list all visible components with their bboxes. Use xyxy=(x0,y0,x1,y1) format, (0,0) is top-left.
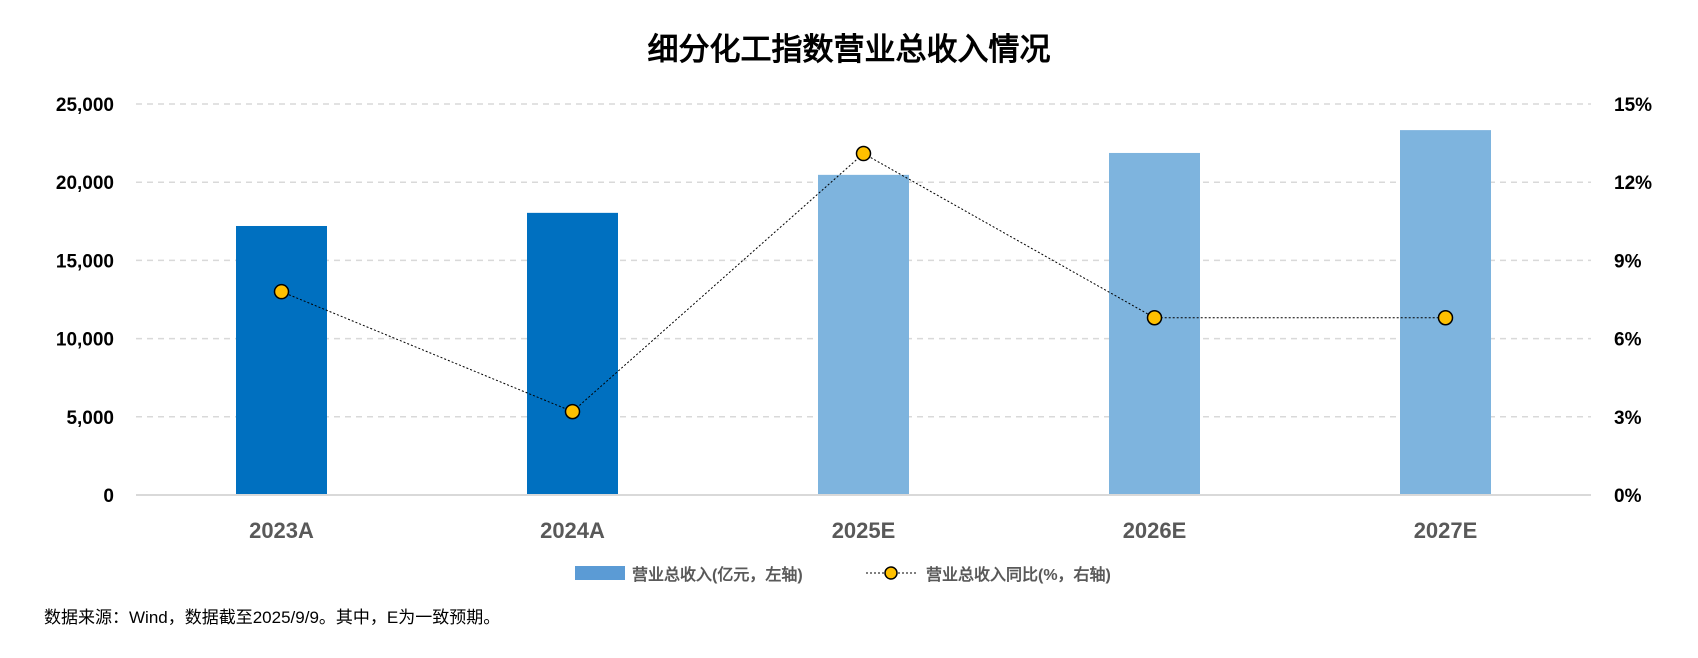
growth-point-2023A xyxy=(273,283,290,300)
legend-swatch-marker xyxy=(884,566,898,580)
line-series xyxy=(273,145,1454,420)
left-tick-label: 5,000 xyxy=(66,408,114,429)
right-tick-label: 12% xyxy=(1614,173,1652,194)
bar-2025E xyxy=(818,174,909,496)
growth-point-2024A xyxy=(564,403,581,420)
left-tick-label: 10,000 xyxy=(56,330,114,351)
x-tick-label: 2025E xyxy=(832,518,896,543)
right-tick-label: 3% xyxy=(1614,408,1642,429)
x-tick-label: 2027E xyxy=(1414,518,1478,543)
bar-2023A xyxy=(236,225,327,495)
bar-2024A xyxy=(527,212,618,495)
chart-title: 细分化工指数营业总收入情况 xyxy=(648,32,1051,67)
growth-point-2027E xyxy=(1437,309,1454,326)
right-axis-ticks: 0% 3% 6% 9% 12% 15% xyxy=(1614,95,1652,507)
x-tick-label: 2026E xyxy=(1123,518,1187,543)
left-axis-ticks: 0 5,000 10,000 15,000 20,000 25,000 xyxy=(56,95,114,507)
x-tick-label: 2023A xyxy=(249,518,314,543)
x-axis-ticks: 2023A 2024A 2025E 2026E 2027E xyxy=(249,518,1477,543)
left-tick-label: 20,000 xyxy=(56,173,114,194)
left-tick-label: 0 xyxy=(103,486,114,507)
source-footnote: 数据来源：Wind，数据截至2025/9/9。其中，E为一致预期。 xyxy=(44,608,500,627)
x-tick-label: 2024A xyxy=(540,518,605,543)
right-tick-label: 9% xyxy=(1614,251,1642,272)
left-tick-label: 25,000 xyxy=(56,95,114,116)
right-tick-label: 15% xyxy=(1614,95,1652,116)
legend-swatch-bar xyxy=(575,566,625,580)
bar-series xyxy=(236,130,1491,496)
legend: 营业总收入(亿元，左轴) 营业总收入同比(%，右轴) xyxy=(575,565,1111,584)
right-tick-label: 0% xyxy=(1614,486,1642,507)
growth-point-2026E xyxy=(1146,309,1163,326)
legend-label-growth: 营业总收入同比(%，右轴) xyxy=(926,565,1111,584)
growth-line xyxy=(281,152,1446,413)
legend-label-revenue: 营业总收入(亿元，左轴) xyxy=(632,565,803,584)
right-tick-label: 6% xyxy=(1614,330,1642,351)
growth-point-2025E xyxy=(855,145,872,162)
left-tick-label: 15,000 xyxy=(56,251,114,272)
